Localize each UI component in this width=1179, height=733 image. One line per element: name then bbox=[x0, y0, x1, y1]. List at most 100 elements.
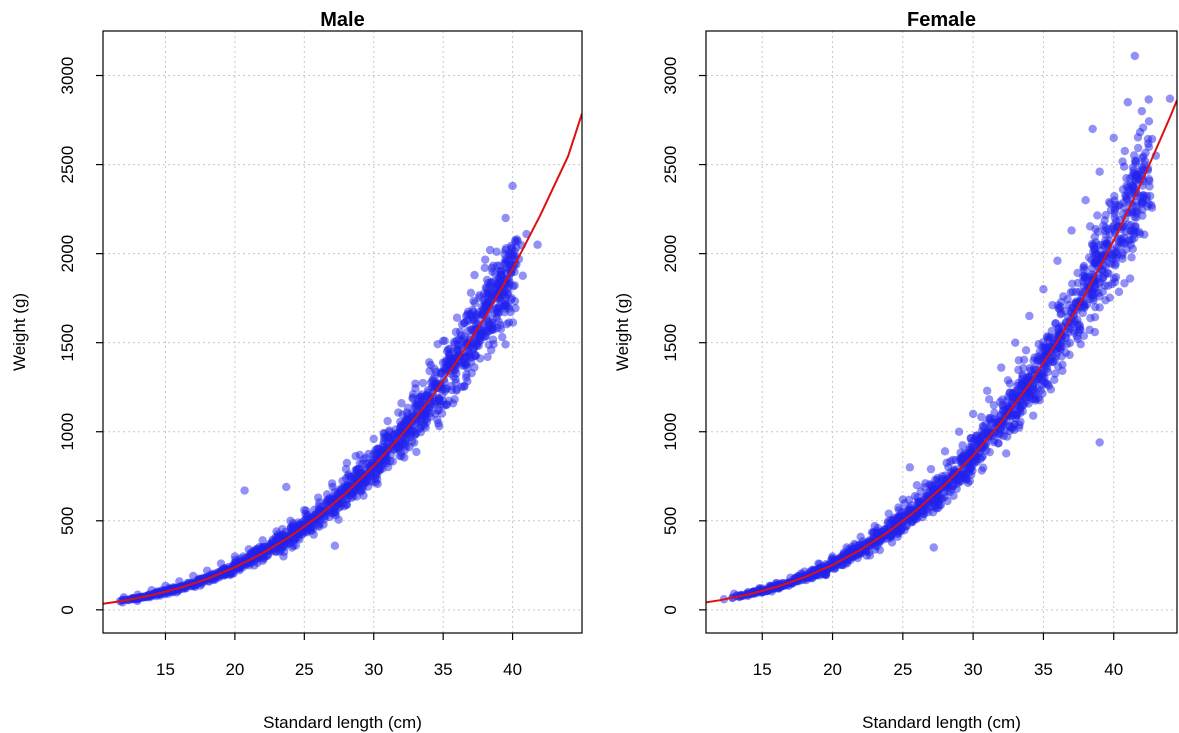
data-point bbox=[1118, 254, 1127, 264]
data-point bbox=[1144, 174, 1154, 184]
y-tick-label: 0 bbox=[661, 605, 680, 614]
data-point bbox=[1053, 256, 1062, 265]
data-point bbox=[960, 448, 970, 458]
data-point bbox=[1067, 226, 1076, 235]
data-point bbox=[1039, 337, 1048, 347]
data-point bbox=[940, 447, 950, 456]
data-point bbox=[944, 462, 953, 472]
data-point bbox=[471, 351, 480, 360]
data-point bbox=[1076, 339, 1085, 349]
data-point bbox=[1137, 199, 1147, 209]
data-point bbox=[1143, 134, 1153, 144]
data-point bbox=[496, 270, 505, 280]
data-point bbox=[994, 438, 1003, 448]
data-point bbox=[1057, 352, 1066, 361]
data-point bbox=[849, 544, 858, 553]
data-point bbox=[411, 384, 420, 393]
data-point bbox=[1109, 133, 1118, 143]
data-point bbox=[434, 419, 443, 428]
data-point bbox=[462, 370, 471, 379]
data-point bbox=[518, 271, 527, 280]
data-point bbox=[1093, 227, 1103, 236]
x-tick-label: 15 bbox=[156, 660, 175, 679]
data-point bbox=[425, 366, 434, 376]
data-point bbox=[1005, 426, 1014, 436]
y-tick-label: 0 bbox=[58, 605, 77, 614]
data-point bbox=[1088, 124, 1097, 134]
data-point bbox=[1021, 346, 1031, 355]
data-point bbox=[362, 459, 371, 469]
y-tick-label: 1000 bbox=[661, 413, 680, 451]
data-point bbox=[328, 482, 337, 492]
data-point bbox=[1026, 366, 1035, 375]
data-point bbox=[402, 434, 411, 443]
data-point bbox=[958, 441, 967, 450]
data-point bbox=[1137, 106, 1147, 116]
data-point bbox=[1039, 368, 1048, 378]
data-point bbox=[884, 529, 893, 538]
data-point bbox=[952, 484, 961, 494]
data-point bbox=[1099, 221, 1108, 230]
data-point bbox=[1144, 199, 1154, 209]
data-point bbox=[1095, 303, 1104, 312]
data-point bbox=[484, 340, 493, 349]
data-point bbox=[1104, 269, 1113, 278]
data-point bbox=[451, 375, 460, 384]
data-point bbox=[1125, 274, 1135, 283]
data-point bbox=[480, 324, 489, 333]
data-point bbox=[409, 438, 419, 447]
data-point bbox=[989, 400, 999, 410]
data-point bbox=[894, 505, 904, 515]
data-point bbox=[442, 363, 451, 373]
data-point bbox=[508, 181, 517, 191]
data-point bbox=[512, 243, 521, 252]
data-point bbox=[490, 276, 499, 286]
data-point bbox=[924, 507, 933, 517]
data-point bbox=[1081, 196, 1090, 205]
data-point bbox=[890, 513, 899, 523]
data-point bbox=[1002, 449, 1011, 458]
data-point bbox=[506, 295, 516, 304]
data-point bbox=[257, 544, 267, 553]
data-point bbox=[258, 536, 267, 545]
data-point bbox=[397, 399, 406, 408]
data-point bbox=[1134, 143, 1143, 153]
data-point bbox=[351, 451, 360, 461]
data-point bbox=[1130, 51, 1140, 61]
data-point bbox=[330, 541, 340, 550]
data-point bbox=[463, 326, 473, 336]
data-point bbox=[1120, 203, 1129, 212]
data-point bbox=[450, 395, 459, 404]
data-point bbox=[1050, 375, 1059, 385]
x-tick-label: 30 bbox=[964, 660, 983, 679]
data-point bbox=[511, 237, 520, 246]
data-point bbox=[1051, 369, 1060, 378]
y-axis-label: Weight (g) bbox=[10, 293, 29, 371]
fit-curve bbox=[706, 99, 1177, 604]
y-tick-label: 3000 bbox=[58, 57, 77, 95]
data-point bbox=[342, 458, 352, 468]
data-point bbox=[244, 561, 254, 570]
data-point bbox=[929, 543, 938, 552]
data-point bbox=[1127, 253, 1136, 262]
data-point bbox=[1081, 273, 1090, 283]
data-point bbox=[1123, 187, 1133, 197]
data-point bbox=[1089, 291, 1098, 300]
data-point bbox=[469, 296, 478, 306]
data-point bbox=[1069, 328, 1079, 337]
data-point bbox=[1095, 167, 1104, 176]
data-point bbox=[932, 489, 942, 498]
data-point bbox=[408, 393, 418, 402]
y-tick-label: 1500 bbox=[661, 324, 680, 362]
data-point bbox=[905, 463, 915, 472]
data-point bbox=[418, 378, 428, 388]
data-point bbox=[417, 390, 426, 399]
data-point bbox=[402, 416, 412, 425]
data-point bbox=[456, 359, 465, 368]
data-point bbox=[403, 403, 413, 413]
data-point bbox=[1056, 343, 1065, 353]
data-point bbox=[1108, 223, 1117, 232]
data-point bbox=[369, 434, 378, 444]
data-point bbox=[1131, 158, 1140, 168]
